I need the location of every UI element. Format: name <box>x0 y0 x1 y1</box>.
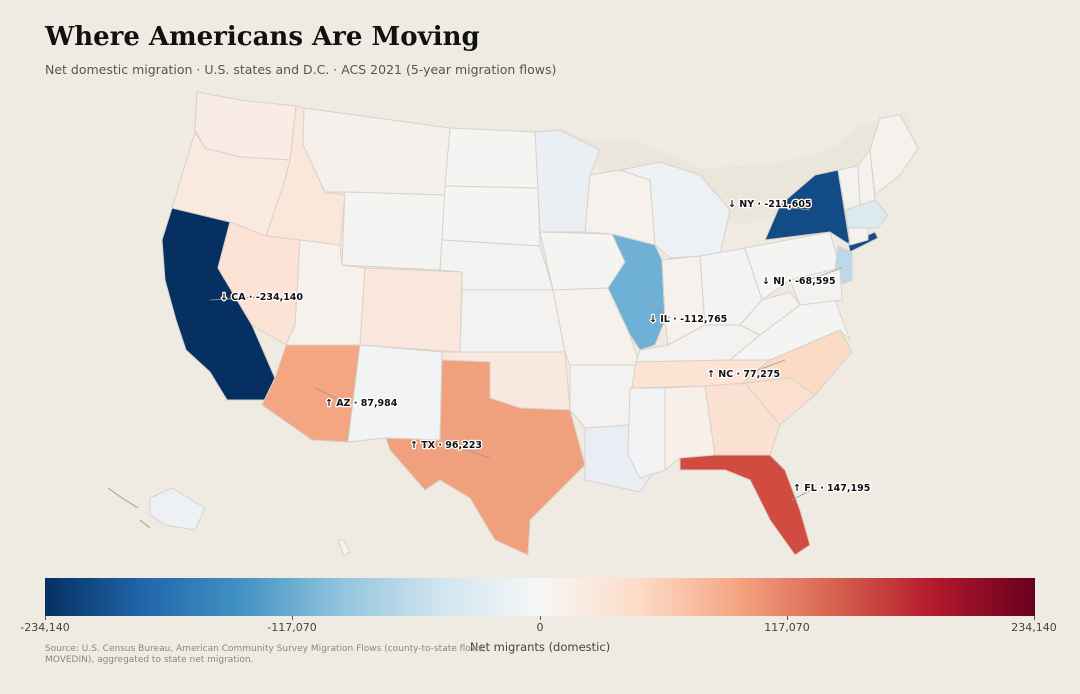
state-HI[interactable] <box>337 539 351 557</box>
leader-CA <box>209 296 261 301</box>
state-WV[interactable] <box>739 291 801 336</box>
label-AZ: ↑ AZ · 87,984 <box>325 398 398 409</box>
label-NC: ↑ NC · 77,275 <box>707 369 780 380</box>
colorbar-label: Net migrants (domestic) <box>469 640 611 654</box>
colorbar-tick-label: -117,070 <box>267 621 317 634</box>
state-WY[interactable] <box>341 191 446 271</box>
state-FL[interactable] <box>679 454 811 556</box>
state-TX[interactable] <box>385 359 586 556</box>
colorbar-tick <box>540 616 541 620</box>
leader-NY <box>764 204 811 211</box>
colorbar-tick <box>1034 616 1035 620</box>
label-IL: ↓ IL · -112,765 <box>649 314 727 325</box>
colorbar-tick-label: 234,140 <box>1011 621 1057 634</box>
label-TX: ↑ TX · 96,223 <box>410 440 482 451</box>
state-IL[interactable] <box>607 233 666 351</box>
state-MT[interactable] <box>302 107 451 196</box>
colorbar <box>45 578 1035 616</box>
leader-IL <box>641 299 671 319</box>
colorbar-tick-label: 117,070 <box>764 621 810 634</box>
label-NJ: ↓ NJ · -68,595 <box>762 276 836 287</box>
state-ND[interactable] <box>444 127 539 189</box>
leader-FL <box>791 487 816 501</box>
colorbar-gradient <box>45 578 1035 616</box>
leader-NJ <box>807 267 843 281</box>
leader-NC <box>749 359 786 374</box>
colorbar-tick <box>45 616 46 620</box>
source-note: Source: U.S. Census Bureau, American Com… <box>45 644 486 666</box>
colorbar-tick-label: -234,140 <box>20 621 70 634</box>
label-NY: ↓ NY · -211,605 <box>728 199 812 210</box>
state-CT[interactable] <box>847 227 869 246</box>
state-ME[interactable] <box>869 114 919 196</box>
colorbar-tick-label: 0 <box>536 621 544 634</box>
state-AK[interactable] <box>149 487 206 531</box>
map-title: Where Americans Are Moving <box>45 22 480 52</box>
state-CO[interactable] <box>359 267 463 353</box>
ak-islands <box>107 487 151 529</box>
state-MA[interactable] <box>844 199 889 229</box>
colorbar-tick <box>292 616 293 620</box>
state-MS[interactable] <box>627 387 666 479</box>
state-NM[interactable] <box>347 344 443 443</box>
map-subtitle: Net domestic migration · U.S. states and… <box>45 62 557 77</box>
leader-TX <box>449 443 491 459</box>
us-migration-map: ↓ NY · -211,605 ↓ CA · -234,140 ↓ NJ · -… <box>107 91 920 557</box>
label-CA: ↓ CA · -234,140 <box>220 292 303 303</box>
colorbar-tick <box>787 616 788 620</box>
state-AZ[interactable] <box>261 344 361 443</box>
state-KS[interactable] <box>459 289 566 353</box>
state-GA[interactable] <box>704 382 781 456</box>
state-MD[interactable] <box>789 267 843 306</box>
state-SD[interactable] <box>441 185 541 247</box>
label-FL: ↑ FL · 147,195 <box>793 483 870 494</box>
leader-AZ <box>314 387 341 401</box>
